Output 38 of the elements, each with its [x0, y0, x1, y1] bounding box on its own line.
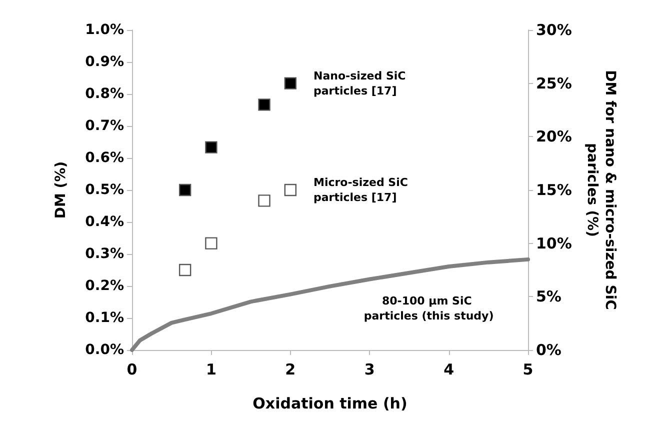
- y2-tick-label: 5%: [536, 288, 562, 306]
- x-tick-label: 2: [285, 360, 296, 378]
- x-axis-title: Oxidation time (h): [252, 394, 408, 412]
- point: [178, 184, 192, 196]
- series-label: Micro-sized SiC particles [17]: [314, 176, 412, 204]
- y-tick-label: 0.2%: [85, 278, 124, 294]
- point: [284, 184, 296, 196]
- y-tick-label: 0.8%: [85, 86, 124, 102]
- y-tick-label: 0.6%: [85, 150, 124, 166]
- x-tick-label: 0: [126, 360, 138, 378]
- y-tick-label: 0.5%: [85, 182, 124, 198]
- series-label: Nano-sized SiC particles [17]: [314, 69, 410, 98]
- x-tick-label: 5: [522, 360, 534, 378]
- y-tick-label: 0.7%: [85, 118, 124, 134]
- y-tick-label: 0.3%: [85, 246, 124, 262]
- x-tick-label: 4: [444, 360, 454, 378]
- x-tick-label: 3: [364, 360, 375, 378]
- series-label: 80-100 µm SiC particles (this study): [364, 294, 494, 322]
- y-tick-label: 0.4%: [85, 214, 124, 230]
- y2-tick-label: 10%: [536, 234, 572, 252]
- y-tick-label: 0.0%: [85, 342, 124, 358]
- point: [284, 77, 296, 90]
- y2-tick-label: 20%: [536, 128, 572, 146]
- y2-tick-label: 0%: [536, 341, 562, 359]
- point: [178, 264, 192, 276]
- point: [258, 98, 270, 111]
- y2-tick-label: 25%: [536, 74, 572, 92]
- y2-axis-title: DM for nano & micro-sized SiC paricles (%): [584, 70, 618, 310]
- y2-tick-label: 30%: [536, 21, 572, 39]
- point: [258, 194, 270, 207]
- y2-tick-label: 15%: [536, 181, 572, 199]
- y-tick-label: 0.1%: [85, 310, 124, 326]
- y-tick-label: 0.9%: [85, 54, 124, 70]
- y-axis-title: DM (%): [53, 161, 69, 219]
- x-tick-label: 1: [206, 360, 216, 378]
- point: [205, 237, 218, 250]
- point: [205, 141, 218, 154]
- y-tick-label: 1.0%: [85, 22, 124, 38]
